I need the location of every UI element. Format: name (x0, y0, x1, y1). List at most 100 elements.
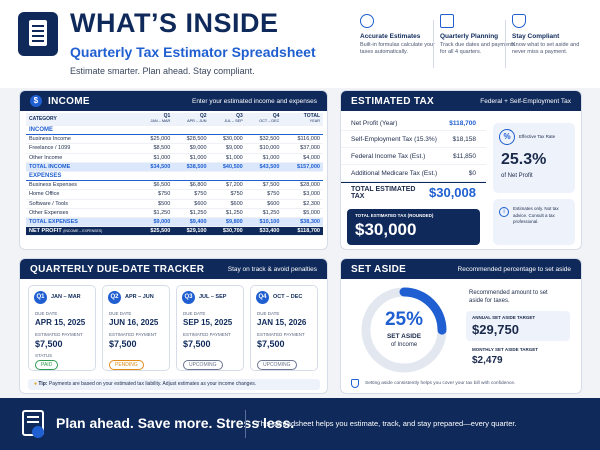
income-title: INCOME (48, 95, 90, 107)
tax-subtitle: Federal + Self-Employment Tax (480, 97, 571, 105)
footer: Plan ahead. Save more. Stress less. This… (0, 398, 600, 450)
table-cell[interactable]: Freelance / 1099 (26, 143, 138, 154)
tracker-title: QUARTERLY DUE-DATE TRACKER (30, 263, 205, 275)
shield-check-icon (512, 14, 526, 28)
table-cell[interactable]: $28,500 (173, 134, 210, 145)
table-cell[interactable]: $600 (209, 199, 246, 209)
quarter-card-q1[interactable]: Q1 JAN – MAR DUE DATE APR 15, 2025 ESTIMATED… (28, 285, 96, 371)
table-cell[interactable]: $1,250 (245, 208, 283, 218)
recommended-text: Recommended amount to set aside for taxe… (469, 290, 548, 304)
table-cell[interactable]: $25,000 (137, 134, 174, 145)
table-cell[interactable]: $3,000 (282, 189, 323, 200)
quarter-card-q4[interactable]: Q4 OCT – DEC DUE DATE JAN 15, 2026 ESTIMATED… (250, 285, 318, 371)
due-date: APR 15, 2025 (35, 318, 86, 327)
footer-text: This spreadsheet helps you estimate, tra… (256, 419, 517, 428)
table-cell[interactable]: $5,000 (282, 208, 323, 218)
table-cell[interactable]: $1,250 (137, 208, 174, 218)
table-cell[interactable]: $6,500 (137, 180, 174, 191)
tax-row: Self-Employment Tax (15.3%) $18,158 (341, 131, 486, 148)
net-profit-row: NET PROFIT (INCOME – EXPENSES) $25,500 $29… (26, 226, 323, 237)
table-cell[interactable]: $7,500 (245, 180, 283, 191)
table-cell[interactable]: $1,000 (209, 153, 246, 163)
table-cell[interactable]: $500 (137, 199, 174, 209)
table-cell[interactable]: Home Office (26, 189, 138, 200)
table-cell[interactable]: $2,300 (282, 199, 323, 209)
quarter-months: APR – JUN (125, 294, 154, 300)
table-cell[interactable]: $9,000 (173, 143, 210, 154)
shield-icon (351, 379, 359, 388)
total-expenses-row: TOTAL EXPENSES $9,000 $9,400 $9,800 $10,100 $… (26, 217, 323, 228)
section-label: INCOME (26, 125, 323, 136)
calendar-icon (440, 14, 454, 28)
tax-title: ESTIMATED TAX (351, 95, 434, 107)
status-badge: UPCOMING (257, 360, 297, 370)
column-header: Q3 JUL – SEP (209, 113, 246, 126)
set-aside-title: SET ASIDE (351, 263, 407, 275)
income-table: CATEGORY Q1 JAN – MAR Q2 APR – JUN Q3 JUL – SE… (26, 113, 323, 237)
table-cell[interactable]: Business Expenses (26, 180, 138, 191)
table-row: Freelance / 1099 $8,500 $9,000 $9,000 $10,00… (26, 143, 323, 154)
tax-row: Federal Income Tax (Est.) $11,850 (341, 148, 486, 165)
table-cell[interactable]: $28,000 (282, 180, 323, 191)
table-row: Business Expenses $6,500 $6,800 $7,200 $7,50… (26, 180, 323, 191)
table-cell[interactable]: $1,000 (245, 153, 283, 163)
column-header: TOTAL YEAR (282, 113, 323, 126)
table-cell[interactable]: $10,000 (245, 143, 283, 154)
estimated-payment: $7,500 (109, 339, 137, 349)
percent-icon: % (499, 129, 515, 145)
disclaimer-box: i Estimates only. Not tax advice. Consul… (493, 199, 575, 245)
income-panel: $ INCOME Enter your estimated income and … (19, 90, 328, 250)
table-cell[interactable]: $750 (245, 189, 283, 200)
table-cell[interactable]: $1,250 (173, 208, 210, 218)
table-cell[interactable]: Other Expenses (26, 208, 138, 218)
table-cell[interactable]: $8,500 (137, 143, 174, 154)
monthly-target-value: $2,479 (472, 355, 503, 366)
table-cell[interactable]: $750 (173, 189, 210, 200)
table-cell[interactable]: $1,250 (209, 208, 246, 218)
table-cell[interactable]: $750 (209, 189, 246, 200)
feature-title: Accurate Estimates (360, 33, 421, 40)
annual-target-box: ANNUAL SET ASIDE TARGET $29,750 (466, 311, 570, 341)
tax-header: ESTIMATED TAX Federal + Self-Employment … (341, 91, 581, 111)
table-row: Home Office $750 $750 $750 $750 $3,000 (26, 189, 323, 200)
table-cell[interactable]: $4,000 (282, 153, 323, 163)
table-cell[interactable]: $7,200 (209, 180, 246, 191)
table-cell[interactable]: Software / Tools (26, 199, 138, 209)
estimated-payment: $7,500 (183, 339, 211, 349)
table-row: Other Income $1,000 $1,000 $1,000 $1,000 $4,0… (26, 153, 323, 163)
quarter-months: OCT – DEC (273, 294, 303, 300)
table-cell[interactable]: $600 (173, 199, 210, 209)
feature-title: Quarterly Planning (440, 33, 499, 40)
feature-stay-compliant: Stay Compliant Know what to set aside an… (512, 14, 588, 56)
feature-desc: Track due dates and payments for all 4 q… (440, 42, 516, 55)
table-cell[interactable]: Business Income (26, 134, 138, 145)
status-badge: PENDING (109, 360, 144, 370)
table-cell[interactable]: $32,500 (245, 134, 283, 145)
set-aside-subtitle: Recommended percentage to set aside (457, 265, 571, 273)
dollar-icon: $ (30, 95, 42, 107)
table-cell[interactable]: $6,800 (173, 180, 210, 191)
table-cell[interactable]: $30,000 (209, 134, 246, 145)
income-subtitle: Enter your estimated income and expenses (191, 97, 317, 105)
estimated-payment: $7,500 (35, 339, 63, 349)
feature-quarterly-planning: Quarterly Planning Track due dates and p… (440, 14, 516, 56)
quarter-card-q3[interactable]: Q3 JUL – SEP DUE DATE SEP 15, 2025 ESTIMATED… (176, 285, 244, 371)
table-cell[interactable]: $9,000 (209, 143, 246, 154)
tax-row: Additional Medicare Tax (Est.) $0 (341, 165, 486, 182)
tax-row: Net Profit (Year) $118,700 (341, 117, 486, 131)
table-cell[interactable]: $1,000 (137, 153, 174, 163)
table-cell[interactable]: Other Income (26, 153, 138, 163)
quarter-card-q2[interactable]: Q2 APR – JUN DUE DATE JUN 16, 2025 ESTIMATED… (102, 285, 170, 371)
due-date: SEP 15, 2025 (183, 318, 233, 327)
feature-desc: Built-in formulas calculate your taxes a… (360, 42, 435, 55)
header: WHAT’S INSIDE Quarterly Tax Estimator Sp… (0, 0, 600, 88)
quarter-months: JAN – MAR (51, 294, 81, 300)
table-cell[interactable]: $116,000 (282, 134, 323, 145)
total-tax-row: TOTAL ESTIMATED TAX $30,008 (341, 182, 486, 202)
table-cell[interactable]: $37,000 (282, 143, 323, 154)
table-row: Other Expenses $1,250 $1,250 $1,250 $1,250 $5… (26, 208, 323, 218)
quarter-number: Q3 (182, 291, 195, 304)
table-cell[interactable]: $750 (137, 189, 174, 200)
table-cell[interactable]: $1,000 (173, 153, 210, 163)
table-cell[interactable]: $600 (245, 199, 283, 209)
